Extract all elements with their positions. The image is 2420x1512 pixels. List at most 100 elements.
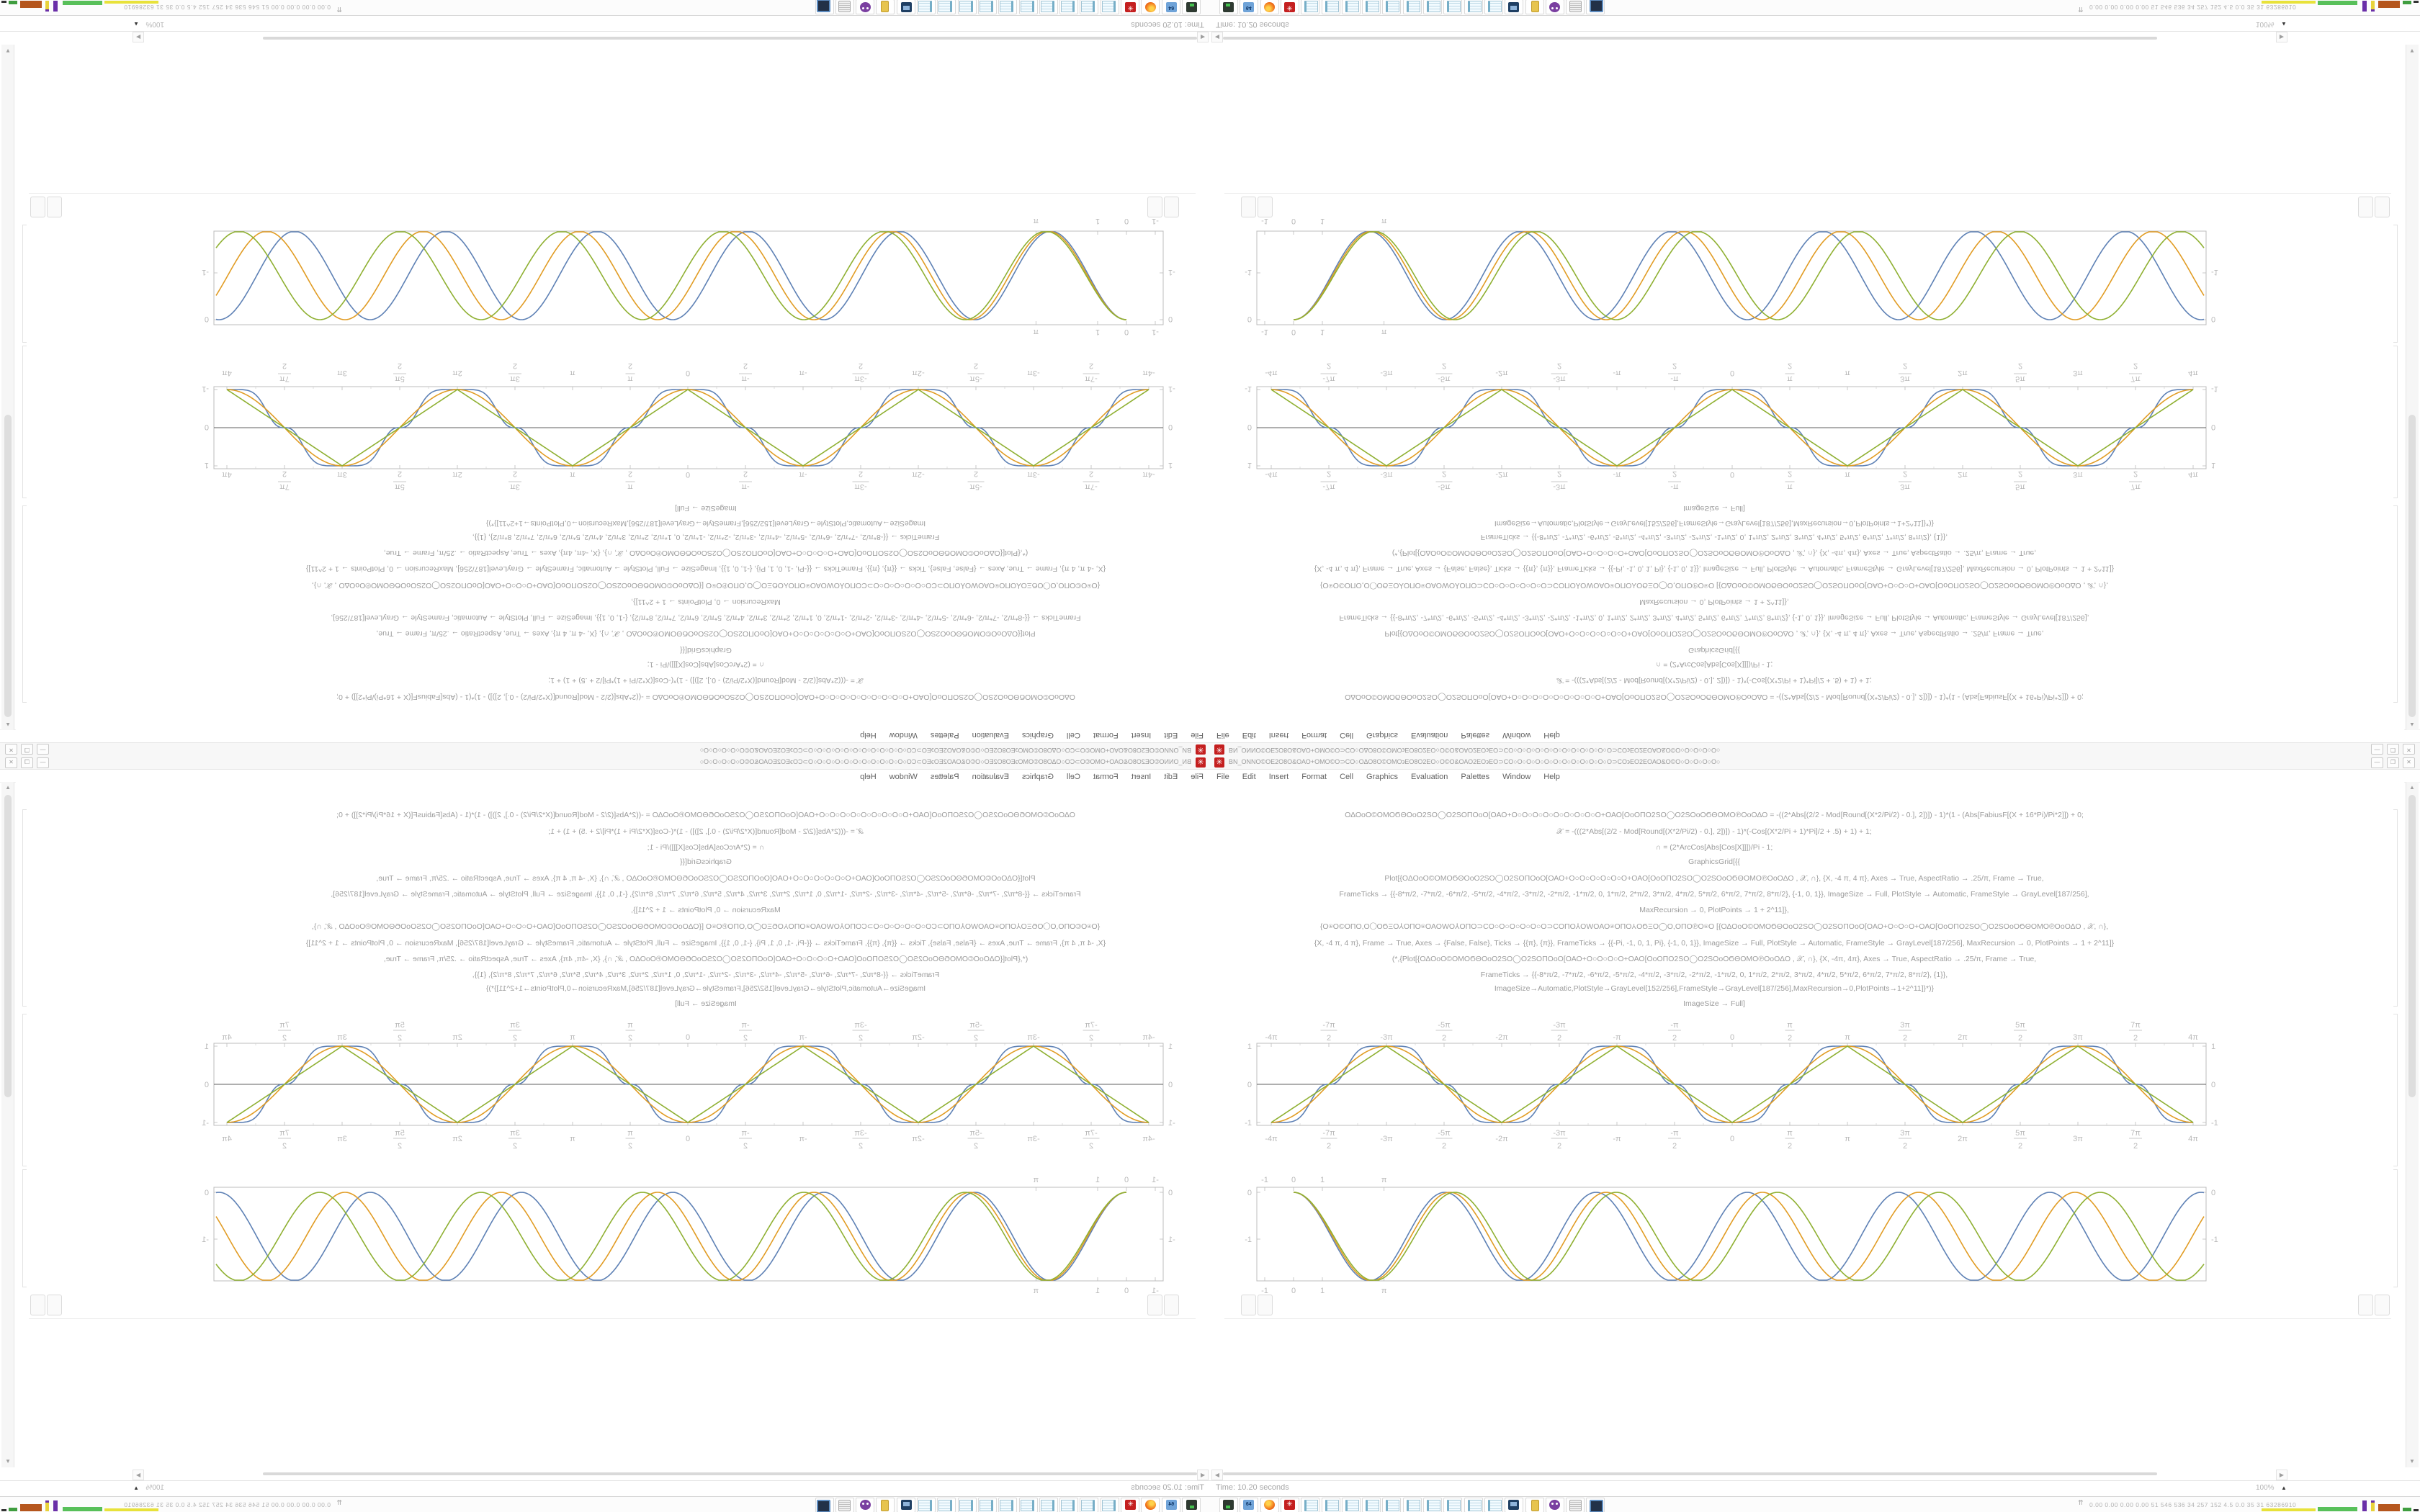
menu-window[interactable]: Window — [1502, 773, 1531, 781]
horizontal-scrollbar-thumb[interactable] — [263, 37, 1197, 40]
minimize-button[interactable]: — — [37, 744, 49, 755]
code-line[interactable]: ImageSize→Automatic,PlotStyle→GrayLevel[… — [485, 984, 926, 993]
taskbar-button-audio-player-icon[interactable] — [1182, 1498, 1201, 1512]
taskbar-button-scroll-document-icon[interactable] — [1566, 1498, 1585, 1512]
scroll-corner-widget-right[interactable] — [2358, 197, 2390, 217]
code-line[interactable]: Plot[{ΟΔΟοΟ©ΟΜΟϬΘΟοΟ2SΟ◯Ο2SΟΠΟοΟ[ΟΑΟ+Ο○Ο… — [1384, 874, 2044, 883]
updown-arrows-icon[interactable]: ⇈ — [2078, 1499, 2084, 1506]
code-line[interactable]: ∩ = (2*ArcCos[Abs[Cos[X]]])/Pi - 1; — [647, 660, 765, 669]
taskbar-button-display-settings-icon[interactable] — [1586, 1498, 1605, 1512]
code-line[interactable]: MaxRecursion → 0, PlotPoints → 1 + 2^11]… — [631, 598, 781, 606]
taskbar-button-notepad-icon[interactable] — [1039, 0, 1058, 14]
taskbar-button-firefox-icon[interactable] — [1141, 1498, 1160, 1512]
taskbar-button-notepad-icon[interactable] — [1341, 1498, 1361, 1512]
magnification-value[interactable]: 100% — [145, 20, 164, 28]
taskbar-button-notepad-icon[interactable] — [1443, 0, 1463, 14]
notebook-content[interactable]: ΟΔΟοΟ©ΟΜΟϬΘΟοΟ2SΟ◯Ο2SΟΠΟοΟ[ΟΑΟ+Ο○Ο○Ο○Ο○Ο… — [16, 782, 1210, 1467]
taskbar-button-notepad-icon[interactable] — [1321, 1498, 1340, 1512]
taskbar-button-notepad-icon[interactable] — [1080, 1498, 1099, 1512]
code-line[interactable]: GraphicsGrid[{{ — [1688, 858, 1740, 866]
scroll-left-icon[interactable]: ◀ — [1197, 1470, 1209, 1480]
minimize-button[interactable]: — — [2371, 744, 2383, 755]
menu-window[interactable]: Window — [1502, 731, 1531, 739]
cell-bracket[interactable] — [22, 505, 27, 703]
scroll-corner-widget-left[interactable] — [1241, 197, 1273, 217]
taskbar-button-notepad-icon[interactable] — [1018, 0, 1038, 14]
magnification-popup-icon[interactable]: ▲ — [133, 21, 139, 27]
magnification-popup-icon[interactable]: ▲ — [2281, 21, 2287, 27]
cell-bracket[interactable] — [2393, 225, 2398, 343]
code-line[interactable]: ∩ = (2*ArcCos[Abs[Cos[X]]])/Pi - 1; — [1655, 660, 1773, 669]
menu-window[interactable]: Window — [889, 731, 918, 739]
taskbar-button-audio-player-icon[interactable] — [1219, 0, 1238, 14]
menu-evaluation[interactable]: Evaluation — [972, 731, 1009, 739]
code-line[interactable]: 𝒳 = -(((2*Abs[(2/2 - Mod[Round[(X*2/Pi/2… — [1556, 827, 1872, 836]
taskbar-button-notepad-icon[interactable] — [998, 0, 1018, 14]
taskbar-button-notepad-icon[interactable] — [1100, 1498, 1119, 1512]
vertical-scrollbar[interactable]: ▲ ▼ — [1, 45, 14, 730]
code-line[interactable]: {X, -4 π, 4 π}, Frame → True, Axes → {Fa… — [305, 939, 1106, 948]
cell-bracket[interactable] — [2393, 505, 2398, 703]
scroll-corner-widget-left[interactable] — [1241, 1295, 1273, 1315]
scroll-left-icon[interactable]: ◀ — [1211, 1470, 1223, 1480]
minimize-button[interactable]: — — [37, 757, 49, 768]
menu-edit[interactable]: Edit — [1164, 731, 1178, 739]
menu-cell[interactable]: Cell — [1340, 773, 1354, 781]
taskbar-button-floppy-64-icon[interactable]: 64 — [1240, 1498, 1259, 1512]
code-line[interactable]: ΟΔΟοΟ©ΟΜΟϬΘΟοΟ2SΟ◯Ο2SΟΠΟοΟ[ΟΑΟ+Ο○Ο○Ο○Ο○Ο… — [336, 693, 1075, 701]
code-line[interactable]: ΟΔΟοΟ©ΟΜΟϬΘΟοΟ2SΟ◯Ο2SΟΠΟοΟ[ΟΑΟ+Ο○Ο○Ο○Ο○Ο… — [1345, 811, 2084, 819]
taskbar-button-notepad-icon[interactable] — [1362, 1498, 1381, 1512]
taskbar-button-display-settings-icon[interactable] — [1586, 0, 1605, 14]
code-line[interactable]: ImageSize → Full] — [1683, 504, 1745, 513]
close-button[interactable]: ✕ — [5, 744, 17, 755]
window-titlebar[interactable]: ✳ ΒΝ_ΟΝΝΟ©ΟΕ2Ο8Ο&ΟΑΟ+ΟΜΟ©Ο⊃CΟ○ΟΔΟ8Ο©ΟΜΟ϶… — [0, 756, 1210, 770]
taskbar-button-display-settings-icon[interactable] — [815, 1498, 834, 1512]
taskbar-button-notepad-icon[interactable] — [1301, 0, 1320, 14]
vertical-scrollbar[interactable]: ▲ ▼ — [2406, 45, 2419, 730]
vertical-scrollbar-thumb[interactable] — [4, 795, 12, 1097]
taskbar-button-folder-icon[interactable] — [876, 0, 895, 14]
scroll-up-icon[interactable]: ▲ — [2409, 721, 2415, 728]
updown-arrows-icon[interactable]: ⇈ — [336, 6, 342, 13]
vertical-scrollbar-thumb[interactable] — [2408, 415, 2416, 717]
scroll-right-icon[interactable]: ▶ — [2276, 32, 2287, 42]
menu-file[interactable]: File — [1216, 731, 1229, 739]
menu-palettes[interactable]: Palettes — [930, 731, 959, 739]
taskbar-button-notepad-icon[interactable] — [957, 0, 977, 14]
code-line[interactable]: (*,{Plot[{ΟΔΟοΟ©ΟΜΟϬΘΟοΟ2SΟ◯Ο2SΟΠΟοΟ[ΟΑΟ… — [383, 955, 1028, 963]
code-line[interactable]: FrameTicks → {{-8*π/2, -7*π/2, -6*π/2, -… — [331, 890, 1081, 899]
notebook-content[interactable]: ΟΔΟοΟ©ΟΜΟϬΘΟοΟ2SΟ◯Ο2SΟΠΟοΟ[ΟΑΟ+Ο○Ο○Ο○Ο○Ο… — [1210, 45, 2404, 730]
menu-help[interactable]: Help — [860, 731, 877, 739]
menu-evaluation[interactable]: Evaluation — [1411, 731, 1448, 739]
menu-palettes[interactable]: Palettes — [1461, 773, 1490, 781]
code-line[interactable]: (*,{Plot[{ΟΔΟοΟ©ΟΜΟϬΘΟοΟ2SΟ◯Ο2SΟΠΟοΟ[ΟΑΟ… — [1392, 549, 2037, 557]
scroll-up-icon[interactable]: ▲ — [5, 784, 11, 791]
code-line[interactable]: Plot[{ΟΔΟοΟ©ΟΜΟϬΘΟοΟ2SΟ◯Ο2SΟΠΟοΟ[ΟΑΟ+Ο○Ο… — [376, 629, 1036, 638]
code-line[interactable]: {Ο⍟Ο©ΟΠΟ,Ο◯ΟϬΞΟ⅄ΟΠΟ⍟ΟΑΟWΟ⅄ΟΠΟ⊃CΟ○Ο○Ο○Ο○Ο… — [1319, 922, 2109, 931]
taskbar-button-scroll-document-icon[interactable] — [835, 1498, 854, 1512]
taskbar-button-projector-icon[interactable] — [896, 1498, 915, 1512]
taskbar-button-projector-icon[interactable] — [896, 0, 915, 14]
taskbar-button-notepad-icon[interactable] — [1484, 0, 1503, 14]
cell-bracket[interactable] — [22, 346, 27, 498]
scroll-down-icon[interactable]: ▼ — [2409, 48, 2415, 54]
menu-graphics[interactable]: Graphics — [1366, 773, 1399, 781]
taskbar-button-notepad-icon[interactable] — [978, 1498, 997, 1512]
horizontal-scrollbar-thumb[interactable] — [1223, 1472, 2157, 1475]
cell-bracket[interactable] — [2393, 1169, 2398, 1287]
taskbar-button-notepad-icon[interactable] — [1341, 0, 1361, 14]
magnification-value[interactable]: 100% — [2256, 1484, 2275, 1492]
restore-button[interactable]: ❐ — [2387, 757, 2399, 768]
notebook-content[interactable]: ΟΔΟοΟ©ΟΜΟϬΘΟοΟ2SΟ◯Ο2SΟΠΟοΟ[ΟΑΟ+Ο○Ο○Ο○Ο○Ο… — [1210, 782, 2404, 1467]
code-line[interactable]: 𝒳 = -(((2*Abs[(2/2 - Mod[Round[(X*2/Pi/2… — [548, 676, 864, 685]
menu-graphics[interactable]: Graphics — [1366, 731, 1399, 739]
code-line[interactable]: GraphicsGrid[{{ — [680, 646, 732, 654]
taskbar-button-notepad-icon[interactable] — [1018, 1498, 1038, 1512]
taskbar-button-folder-icon[interactable] — [876, 1498, 895, 1512]
scroll-corner-widget-left[interactable] — [1147, 197, 1179, 217]
taskbar-button-notepad-icon[interactable] — [1301, 1498, 1320, 1512]
taskbar-button-notepad-icon[interactable] — [1382, 0, 1402, 14]
cell-bracket[interactable] — [2393, 809, 2398, 1007]
horizontal-scrollbar-thumb[interactable] — [263, 1472, 1197, 1475]
scroll-corner-widget-left[interactable] — [1147, 1295, 1179, 1315]
